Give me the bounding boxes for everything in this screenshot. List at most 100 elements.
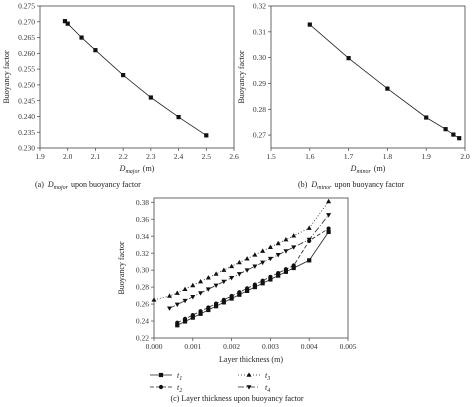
data-point [213,304,219,309]
y-tick-label: 0.240 [18,112,35,121]
data-point [245,288,250,294]
y-tick-label: 0.235 [18,128,35,137]
x-tick-label: 2.6 [229,152,239,161]
data-point [245,286,250,291]
x-tick-label: 0.004 [301,342,318,351]
y-tick-label: 0.250 [18,80,35,89]
y-tick-label: 0.27 [253,131,266,140]
data-point [121,73,126,78]
x-tick-label: 1.8 [383,152,393,161]
data-point [176,114,181,120]
x-tick-label: 2.3 [146,152,156,161]
panel-b-ylabel: Buoyancy factor [237,50,246,103]
x-tick-label: 1.6 [305,152,315,161]
panel-b-marks [307,22,462,141]
data-point [190,315,195,320]
y-tick-label: 0.28 [253,105,266,114]
data-point [291,233,297,238]
data-point [457,136,462,141]
data-point [283,236,289,242]
data-point [326,213,332,218]
data-point [221,300,226,305]
x-tick-label: 2.5 [202,152,212,161]
data-point [190,295,196,300]
x-tick-label: 0.001 [184,342,201,351]
series-line [177,228,329,324]
data-point [236,272,242,277]
y-tick-label: 0.22 [136,334,149,343]
data-point [306,225,312,230]
data-point [260,281,265,286]
x-tick-label: 2.1 [91,152,101,161]
y-tick-label: 0.30 [253,53,266,62]
panel-c: 0.000 0.001 0.002 0.003 0.004 0.005 0.22 0.24 0.… [117,197,357,403]
data-point [252,284,257,290]
data-point [237,292,242,297]
legend-marker [158,384,164,390]
data-point [268,277,273,282]
data-point [198,278,204,284]
y-tick-label: 0.275 [18,2,35,11]
series-line [64,20,207,136]
data-point [424,115,429,120]
data-point [307,22,312,27]
data-point [151,297,157,302]
data-point [229,275,235,281]
data-point [221,297,226,302]
x-tick-label: 0.003 [262,342,279,351]
data-point [229,293,234,299]
panel-a-caption: (a) Dmajor upon buoyancy factor [35,180,141,191]
x-tick-label: 1.9 [422,152,432,161]
panel-c-ticks: 0.000 0.001 0.002 0.003 0.004 0.005 0.22 0.24 0.… [136,198,357,351]
legend-label: t4 [265,383,270,394]
data-point [174,290,180,295]
data-point [244,256,250,261]
data-point [190,312,195,318]
panel-b: 1.5 1.6 1.7 1.8 1.9 2.0 0.27 0.28 0.29 0.30 0.31 0.… [237,2,470,191]
panel-a-marks [62,19,209,138]
data-point [229,263,235,269]
y-tick-label: 0.28 [136,283,149,292]
y-tick-label: 0.31 [253,27,266,36]
data-point [221,267,227,272]
data-point [174,302,180,308]
data-point [326,229,331,235]
y-tick-label: 0.34 [136,232,149,241]
data-point [291,245,297,250]
data-point [205,275,211,280]
data-point [198,291,204,296]
panel-c-caption: (c) Layer thickness upon buoyancy factor [170,394,303,403]
panel-b-caption: (b) Dminor upon buoyancy factor [298,180,405,191]
legend-label: t3 [265,371,270,382]
data-point [148,95,153,100]
y-tick-label: 0.26 [136,300,149,309]
data-point [275,240,281,246]
data-point [275,253,281,258]
data-point [260,248,266,253]
data-point [291,263,296,268]
data-point [206,305,211,310]
x-tick-label: 2.4 [174,152,184,161]
data-point [182,286,188,292]
panel-a-xlabel: Dmajor (m) [119,164,155,175]
panel-a-frame [39,5,235,149]
legend-marker [246,372,252,377]
y-tick-label: 0.38 [136,198,149,207]
y-tick-label: 0.230 [18,144,35,153]
legend-label: t1 [177,371,182,382]
x-tick-label: 1.5 [266,152,276,161]
data-point [190,282,196,288]
data-point [326,226,331,231]
panel-c-frame [153,197,349,339]
panel-a-ticks: 1.9 2.0 2.1 2.2 2.3 2.4 2.5 2.6 0.230 0.235 0.240 0… [18,2,239,161]
series-line [309,24,460,139]
legend-marker [246,385,252,390]
data-point [307,258,312,263]
data-point [65,21,70,26]
data-point [229,296,234,301]
x-tick-label: 0.005 [340,342,357,351]
series-line [169,214,329,309]
data-point [252,264,258,269]
data-point [213,271,219,276]
